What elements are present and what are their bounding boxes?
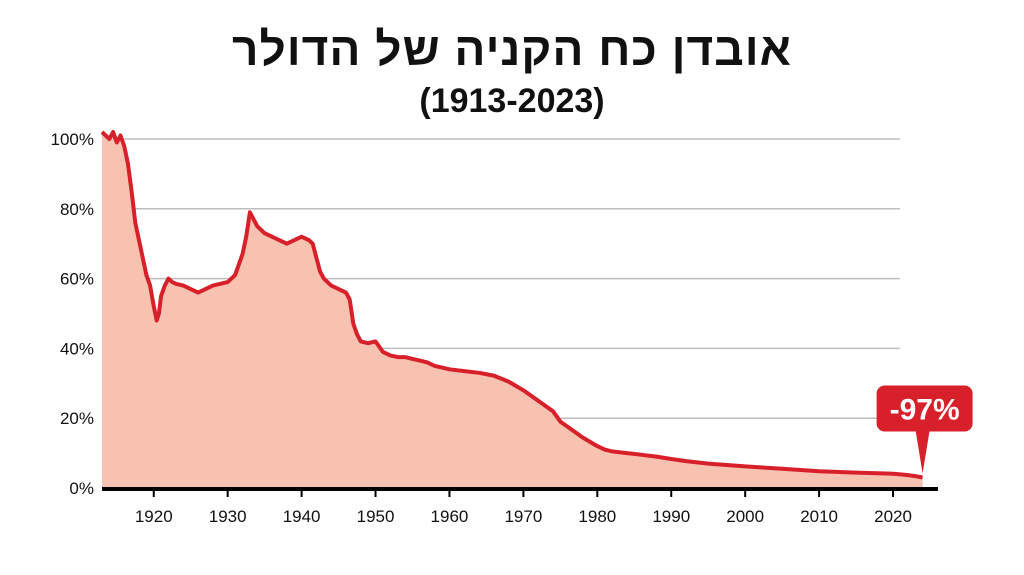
series-line	[100, 130, 923, 480]
callout-box	[876, 385, 973, 432]
y-tick-label: 100%	[51, 130, 94, 149]
chart-title: אובדן כח הקניה של הדולר	[231, 23, 793, 75]
x-tick-label: 1960	[431, 507, 469, 526]
x-tick-label: 1920	[135, 507, 173, 526]
x-tick-label: 2020	[874, 507, 912, 526]
x-tick-label: 1990	[652, 507, 690, 526]
y-tick-label: 0%	[69, 479, 94, 498]
y-tick-label: 60%	[60, 270, 94, 289]
chart-subtitle: (1913-2023)	[419, 82, 605, 120]
x-tick-label: 2010	[800, 507, 838, 526]
y-tick-label: 40%	[60, 339, 94, 358]
y-axis-ticks: 0% 20% 40% 60% 80% 100%	[51, 130, 94, 498]
x-tick-label: 1930	[209, 507, 247, 526]
area-fill	[102, 132, 923, 488]
callout-badge: -97%	[876, 385, 973, 474]
x-tick-label: 1940	[283, 507, 321, 526]
callout-label: -97%	[890, 394, 960, 427]
x-axis-ticks: 1920 1930 1940 1950 1960 1970 1980 1990 2000 2010…	[135, 488, 912, 526]
x-tick-label: 2000	[726, 507, 764, 526]
callout-pointer	[915, 430, 930, 474]
x-tick-label: 1980	[578, 507, 616, 526]
y-tick-label: 80%	[60, 200, 94, 219]
x-tick-label: 1970	[504, 507, 542, 526]
x-tick-label: 1950	[357, 507, 395, 526]
y-tick-label: 20%	[60, 409, 94, 428]
